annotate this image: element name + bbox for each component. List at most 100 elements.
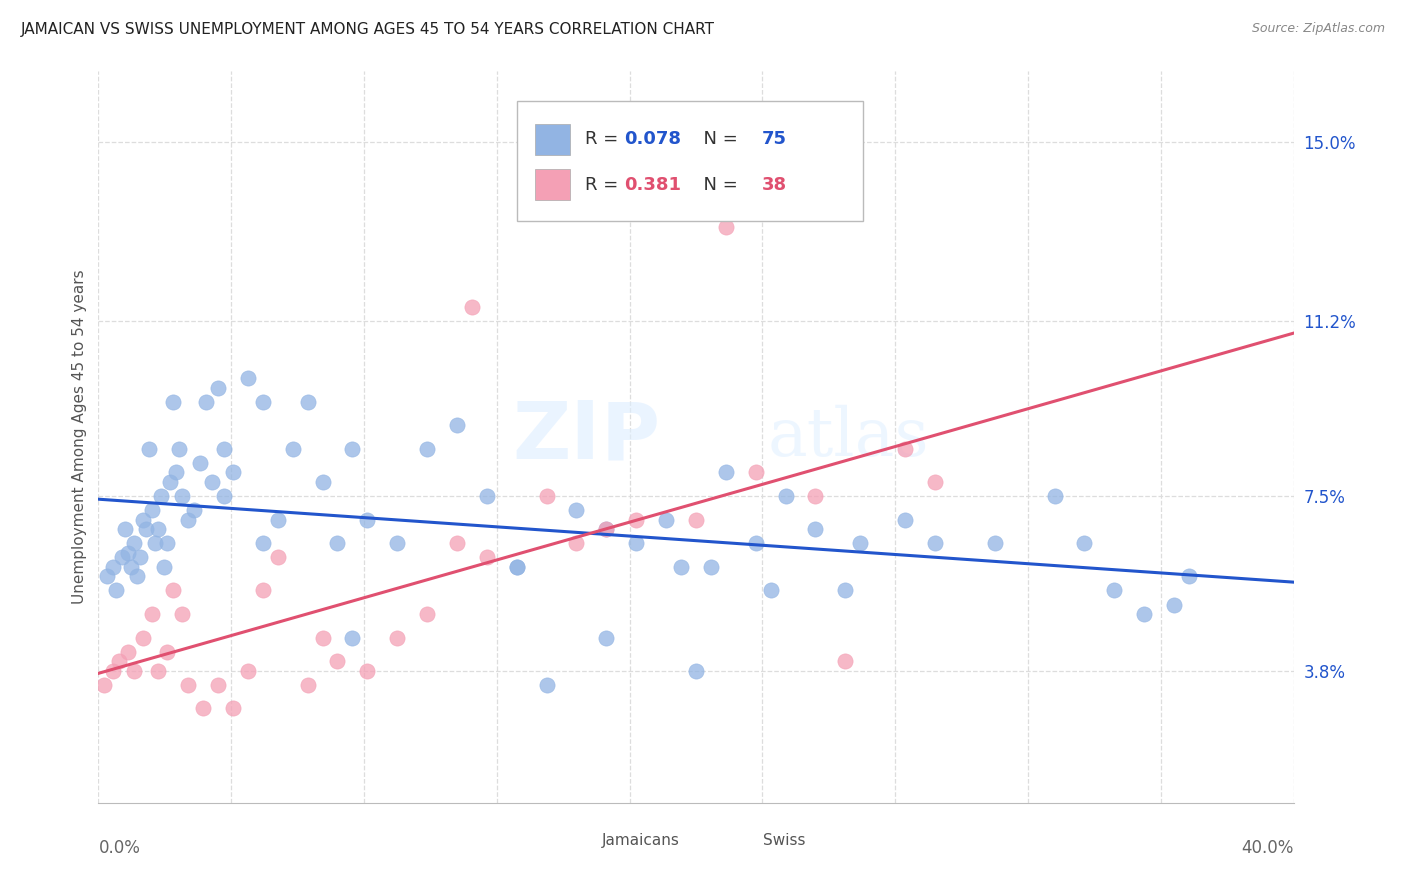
- Point: [834, 583, 856, 598]
- Text: 40.0%: 40.0%: [1241, 839, 1294, 857]
- Point: [143, 536, 166, 550]
- Point: [804, 489, 827, 503]
- Point: [132, 631, 155, 645]
- Point: [222, 701, 245, 715]
- Point: [183, 503, 205, 517]
- Text: 0.0%: 0.0%: [98, 839, 141, 857]
- Point: [162, 583, 184, 598]
- Point: [222, 466, 245, 480]
- Point: [156, 645, 179, 659]
- FancyBboxPatch shape: [733, 834, 754, 856]
- Point: [685, 513, 707, 527]
- Point: [114, 522, 136, 536]
- Point: [745, 466, 768, 480]
- Text: 75: 75: [762, 130, 787, 148]
- Point: [685, 664, 707, 678]
- Point: [148, 522, 170, 536]
- Point: [1178, 569, 1201, 583]
- Point: [132, 513, 155, 527]
- Point: [162, 394, 184, 409]
- Point: [108, 654, 131, 668]
- Point: [124, 664, 146, 678]
- Point: [342, 631, 364, 645]
- Point: [212, 489, 235, 503]
- Text: P: P: [600, 398, 659, 476]
- Point: [669, 559, 692, 574]
- Point: [117, 546, 139, 560]
- Point: [924, 536, 946, 550]
- Point: [129, 550, 152, 565]
- Point: [191, 701, 214, 715]
- Point: [416, 607, 439, 621]
- Point: [1104, 583, 1126, 598]
- Point: [120, 559, 142, 574]
- Point: [894, 442, 917, 456]
- Point: [775, 489, 797, 503]
- Point: [565, 536, 588, 550]
- Point: [326, 536, 349, 550]
- Text: R =: R =: [585, 130, 624, 148]
- Point: [195, 394, 218, 409]
- Point: [105, 583, 128, 598]
- Point: [416, 442, 439, 456]
- Point: [700, 559, 723, 574]
- Point: [595, 631, 617, 645]
- Point: [281, 442, 304, 456]
- Point: [93, 678, 115, 692]
- Point: [165, 466, 187, 480]
- Point: [252, 394, 274, 409]
- Point: [924, 475, 946, 489]
- Point: [236, 371, 259, 385]
- Point: [207, 380, 229, 394]
- Point: [759, 583, 782, 598]
- FancyBboxPatch shape: [571, 834, 592, 856]
- Point: [297, 394, 319, 409]
- Text: 0.078: 0.078: [624, 130, 682, 148]
- Point: [117, 645, 139, 659]
- Point: [1133, 607, 1156, 621]
- Point: [252, 583, 274, 598]
- Point: [834, 654, 856, 668]
- Point: [849, 536, 872, 550]
- Point: [595, 522, 617, 536]
- Point: [297, 678, 319, 692]
- Point: [201, 475, 224, 489]
- Point: [96, 569, 118, 583]
- Point: [745, 536, 768, 550]
- Text: Jamaicans: Jamaicans: [602, 833, 679, 848]
- Point: [141, 607, 163, 621]
- Text: JAMAICAN VS SWISS UNEMPLOYMENT AMONG AGES 45 TO 54 YEARS CORRELATION CHART: JAMAICAN VS SWISS UNEMPLOYMENT AMONG AGE…: [21, 22, 716, 37]
- Point: [153, 559, 176, 574]
- Point: [506, 559, 529, 574]
- Point: [148, 664, 170, 678]
- Point: [311, 475, 333, 489]
- Point: [103, 559, 125, 574]
- Point: [655, 513, 678, 527]
- Point: [212, 442, 235, 456]
- Point: [475, 489, 498, 503]
- Point: [207, 678, 229, 692]
- Point: [267, 513, 290, 527]
- Point: [536, 489, 558, 503]
- Point: [167, 442, 190, 456]
- Point: [103, 664, 125, 678]
- Text: ZI: ZI: [512, 398, 600, 476]
- Point: [536, 678, 558, 692]
- FancyBboxPatch shape: [534, 124, 571, 154]
- Point: [135, 522, 157, 536]
- Point: [385, 631, 409, 645]
- Text: Swiss: Swiss: [763, 833, 806, 848]
- Text: N =: N =: [692, 176, 744, 194]
- Point: [626, 536, 648, 550]
- Text: R =: R =: [585, 176, 624, 194]
- Point: [385, 536, 409, 550]
- Point: [172, 607, 194, 621]
- Point: [127, 569, 149, 583]
- Point: [356, 664, 378, 678]
- Point: [342, 442, 364, 456]
- Text: 38: 38: [762, 176, 787, 194]
- Point: [150, 489, 173, 503]
- FancyBboxPatch shape: [534, 169, 571, 200]
- Point: [626, 513, 648, 527]
- Point: [356, 513, 378, 527]
